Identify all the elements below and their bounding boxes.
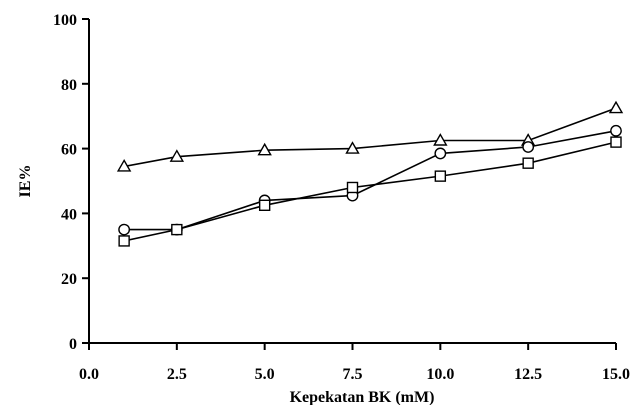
data-point-square	[346, 181, 359, 194]
x-axis-title: Kepekatan BK (mM)	[290, 389, 435, 405]
x-tick-label: 5.0	[255, 366, 275, 383]
data-point-square	[258, 199, 271, 212]
y-axis: 0 20 40 60 80 100	[53, 12, 89, 353]
y-tick-label: 40	[61, 206, 77, 223]
x-tick-label: 10.0	[426, 366, 454, 383]
series-circle	[118, 124, 622, 236]
y-tick-label: 60	[61, 142, 77, 159]
data-point-circle	[610, 124, 622, 137]
data-point-square	[522, 157, 534, 169]
axis-lines	[88, 19, 616, 344]
data-point-triangle	[345, 141, 360, 154]
data-point-triangle	[116, 159, 132, 172]
x-tick-label: 12.5	[514, 366, 542, 383]
x-tick-label: 7.5	[343, 366, 363, 383]
series-line-triangle	[123, 107, 617, 168]
series-square	[118, 136, 622, 247]
x-tick-label: 0.0	[79, 366, 99, 383]
data-point-triangle	[433, 133, 448, 146]
x-axis: 0.0 2.5 5.0 7.5 10.0 12.5 15.0	[79, 343, 630, 383]
data-point-square	[434, 170, 447, 182]
y-axis-title: IE%	[17, 165, 34, 198]
x-tick-label: 2.5	[167, 366, 187, 383]
data-point-triangle	[169, 149, 185, 162]
data-point-circle	[522, 141, 535, 153]
series-line-square	[123, 141, 617, 242]
data-point-circle	[118, 223, 131, 236]
x-tick-label: 15.0	[602, 366, 630, 383]
y-tick-label: 0	[69, 336, 77, 353]
data-point-square	[118, 235, 130, 247]
data-point-triangle	[257, 142, 272, 156]
y-tick-label: 100	[53, 12, 77, 29]
y-tick-label: 20	[61, 271, 77, 288]
y-tick-label: 80	[61, 77, 77, 94]
plot-area	[88, 19, 624, 344]
series-line-circle	[124, 129, 617, 231]
data-point-triangle	[608, 100, 624, 114]
data-point-square	[610, 136, 622, 148]
data-point-square	[171, 223, 183, 236]
data-point-circle	[434, 147, 447, 160]
series-triangle	[116, 100, 624, 172]
